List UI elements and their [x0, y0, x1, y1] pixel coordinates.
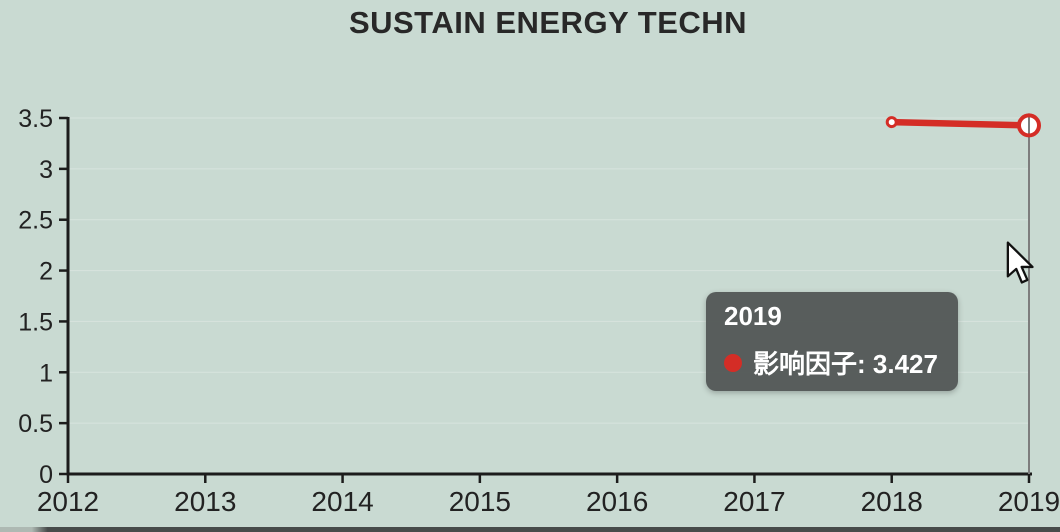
y-tick-label: 2: [39, 258, 53, 286]
x-tick-label: 2012: [37, 486, 99, 517]
x-tick-label: 2015: [449, 486, 511, 517]
y-tick-label: 1: [39, 359, 53, 387]
tooltip: 2019 影响因子: 3.427: [706, 292, 958, 391]
y-tick-label: 3: [39, 156, 53, 184]
chart-title: SUSTAIN ENERGY TECHN: [348, 5, 748, 40]
tooltip-value: 影响因子: 3.427: [753, 349, 938, 379]
y-tick-label: 0.5: [18, 410, 53, 438]
tooltip-year: 2019: [724, 301, 782, 331]
y-tick-label: 1.5: [18, 308, 53, 336]
x-tick-label: 2019: [998, 486, 1060, 517]
data-point-2019[interactable]: [1017, 113, 1041, 138]
x-tick-label: 2014: [311, 486, 373, 517]
x-tick-label: 2013: [174, 486, 236, 517]
mouse-cursor-icon: [1006, 241, 1034, 284]
data-point-2018[interactable]: [885, 116, 898, 129]
data-line: [888, 118, 1033, 129]
x-tick-label: 2016: [586, 486, 648, 517]
y-tick-label: 3.5: [18, 105, 53, 133]
y-tick-label: 0: [39, 461, 53, 489]
y-tick-label: 2.5: [18, 207, 53, 235]
x-tick-label: 2018: [861, 486, 923, 517]
series-marker-icon: [724, 353, 742, 372]
x-tick-label: 2017: [723, 486, 785, 517]
tooltip-series-row: 影响因子: 3.427: [724, 344, 940, 381]
bottom-edge-bar: [0, 527, 1060, 532]
